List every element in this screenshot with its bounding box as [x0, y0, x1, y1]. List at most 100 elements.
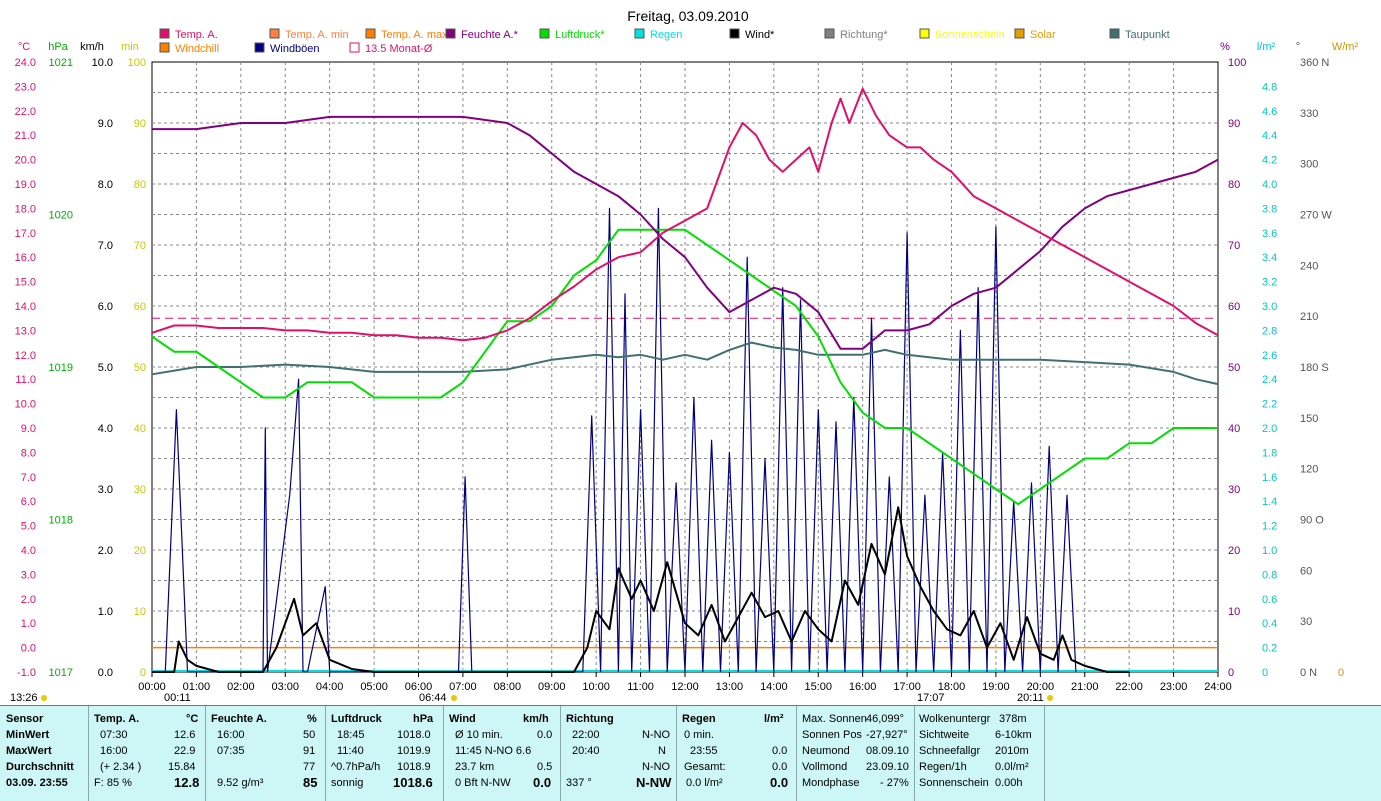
stats-humidity: Feuchte A. % 16:00 50 07:35 91 77 9.52 g…: [211, 706, 321, 801]
wind-tick-label: 1.0: [98, 606, 113, 618]
temp-tick-label: 4.0: [21, 545, 36, 557]
series-wind: [152, 506, 1130, 673]
direction-tick-label: 330: [1300, 108, 1318, 120]
stats-pressure-min-time: 18:45: [337, 729, 365, 741]
stats-sun-max-value: 46,099°: [866, 713, 905, 725]
x-tick-label: 19:00: [982, 681, 1010, 693]
humidity-tick-label: 20: [1228, 545, 1240, 557]
solar-unit-label: W/m²: [1332, 41, 1359, 53]
temp-tick-label: 21.0: [15, 130, 36, 142]
stats-sun-max-label: Max. Sonnen: [802, 713, 867, 725]
humidity-tick-label: 30: [1228, 484, 1240, 496]
direction-tick-label: 120: [1300, 464, 1318, 476]
stats-pressure-max-time: 11:40: [337, 745, 364, 757]
direction-tick-label: 90 O: [1300, 515, 1324, 527]
legend-label: Sonnenschein: [935, 29, 1005, 41]
stats-direction-current-value: N-NW: [636, 775, 672, 790]
legend-label: Luftdruck*: [555, 29, 605, 41]
stats-clouds: Wolkenuntergr 378m Sichtweite 6-10km Sch…: [919, 706, 1039, 801]
legend-swatch: [824, 28, 835, 39]
rain-tick-label: 1.0: [1262, 545, 1277, 557]
stats-wind-header: Wind: [449, 713, 476, 725]
stats-sensor: Sensor MinWert MaxWert Durchschnitt 03.0…: [6, 706, 88, 801]
x-tick-label: 07:00: [449, 681, 477, 693]
stats-rain-max-time: 23:55: [690, 745, 718, 757]
rain-tick-label: 2.2: [1262, 399, 1277, 411]
stats-label-avg: Durchschnitt: [6, 761, 74, 773]
stats-rain-amount: 0.0 l/m²: [686, 777, 723, 789]
temp-tick-label: 5.0: [21, 521, 36, 533]
stats-visibility-label: Sichtweite: [919, 729, 970, 741]
weather-chart: Freitag, 03.09.2010 Temp. A. Temp. A. min…: [10, 8, 1359, 704]
temp-tick-label: 24.0: [15, 57, 36, 69]
minutes-tick-label: 60: [134, 301, 146, 313]
series-luftdruck: [151, 228, 1218, 506]
rain-tick-label: 4.0: [1262, 179, 1277, 191]
temp-tick-label: 16.0: [15, 252, 36, 264]
wind-unit-label: km/h: [80, 41, 104, 53]
legend-item: Temp. A.: [159, 28, 218, 41]
stats-cloudbase-label: Wolkenuntergr: [919, 713, 991, 725]
legend-swatch: [365, 28, 376, 39]
direction-tick-label: 30: [1300, 616, 1312, 628]
legend-label: Wind*: [745, 29, 775, 41]
legend-item: Feuchte A.*: [445, 28, 519, 41]
temp-tick-label: -1.0: [17, 667, 36, 679]
minutes-tick-label: 50: [134, 362, 146, 374]
x-tick-label: 20:00: [1027, 681, 1055, 693]
sunrise-label: 06:44: [419, 692, 447, 704]
humidity-tick-label: 60: [1228, 301, 1240, 313]
legend-swatch: [539, 28, 550, 39]
temp-tick-label: 10.0: [15, 399, 36, 411]
wind-tick-label: 10.0: [92, 57, 113, 69]
rain-tick-label: 1.6: [1262, 472, 1277, 484]
rain-tick-label: 1.2: [1262, 521, 1277, 533]
stats-direction-max-time: 20:40: [572, 745, 600, 757]
x-tick-label: 02:00: [227, 681, 255, 693]
stats-pressure-forecast: sonnig: [331, 777, 364, 789]
legend-item: Windböen: [254, 42, 320, 55]
rain-tick-label: 1.4: [1262, 496, 1277, 508]
series-taupunkt: [151, 341, 1219, 386]
rain-tick-label: 0.2: [1262, 643, 1277, 655]
stats-sunshine-label: Sonnenschein: [919, 777, 989, 789]
temp-tick-label: 8.0: [21, 447, 36, 459]
x-tick-label: 15:00: [804, 681, 832, 693]
stats-humidity-avg-value: 77: [303, 761, 316, 773]
sunrise-icon: [451, 695, 457, 701]
humidity-tick-label: 80: [1228, 179, 1240, 191]
x-tick-label: 12:00: [671, 681, 699, 693]
direction-unit-label: °: [1296, 41, 1300, 53]
minutes-tick-label: 90: [134, 118, 146, 130]
wind-tick-label: 3.0: [98, 484, 113, 496]
temp-tick-label: 1.0: [21, 618, 36, 630]
stats-direction-min-time: 22:00: [572, 729, 600, 741]
temp-tick-label: 12.0: [15, 350, 36, 362]
x-tick-label: 06:00: [405, 681, 433, 693]
stats-rain-header: Regen: [682, 713, 716, 725]
x-tick-label: 00:00: [138, 681, 166, 693]
stats-humidity-min-value: 50: [303, 729, 316, 741]
rain-tick-label: 4.8: [1262, 81, 1277, 93]
stats-wind-avg10-label: Ø 10 min.: [455, 729, 503, 741]
stats-rain-max-value: 0.0: [772, 745, 788, 757]
rain-tick-label: 2.0: [1262, 423, 1277, 435]
legend-label: 13.5 Monat-Ø: [365, 43, 433, 55]
legend-label: Windchill: [175, 43, 219, 55]
stats-temp: Temp. A. °C 07:30 12.6 16:00 22.9 (+ 2.3…: [94, 706, 200, 801]
wind-tick-label: 9.0: [98, 118, 113, 130]
stats-pressure-avg-value: 1018.9: [397, 761, 431, 773]
legend-label: Regen: [650, 29, 682, 41]
legend-swatch: [1109, 28, 1120, 39]
legend-label: Richtung*: [840, 29, 888, 41]
stats-snowline-value: 2010m: [995, 745, 1029, 757]
legend-item: Windchill: [159, 42, 219, 55]
stats-rain-current-value: 0.0: [770, 775, 789, 790]
pressure-tick-label: 1018: [49, 515, 73, 527]
temp-tick-label: 11.0: [15, 374, 36, 386]
stats-wind-run: 23.7 km: [455, 761, 495, 773]
rain-tick-label: 3.8: [1262, 203, 1277, 215]
humidity-tick-label: 70: [1228, 240, 1240, 252]
minutes-unit-label: min: [121, 41, 139, 53]
marker-label: 00:11: [164, 692, 191, 704]
